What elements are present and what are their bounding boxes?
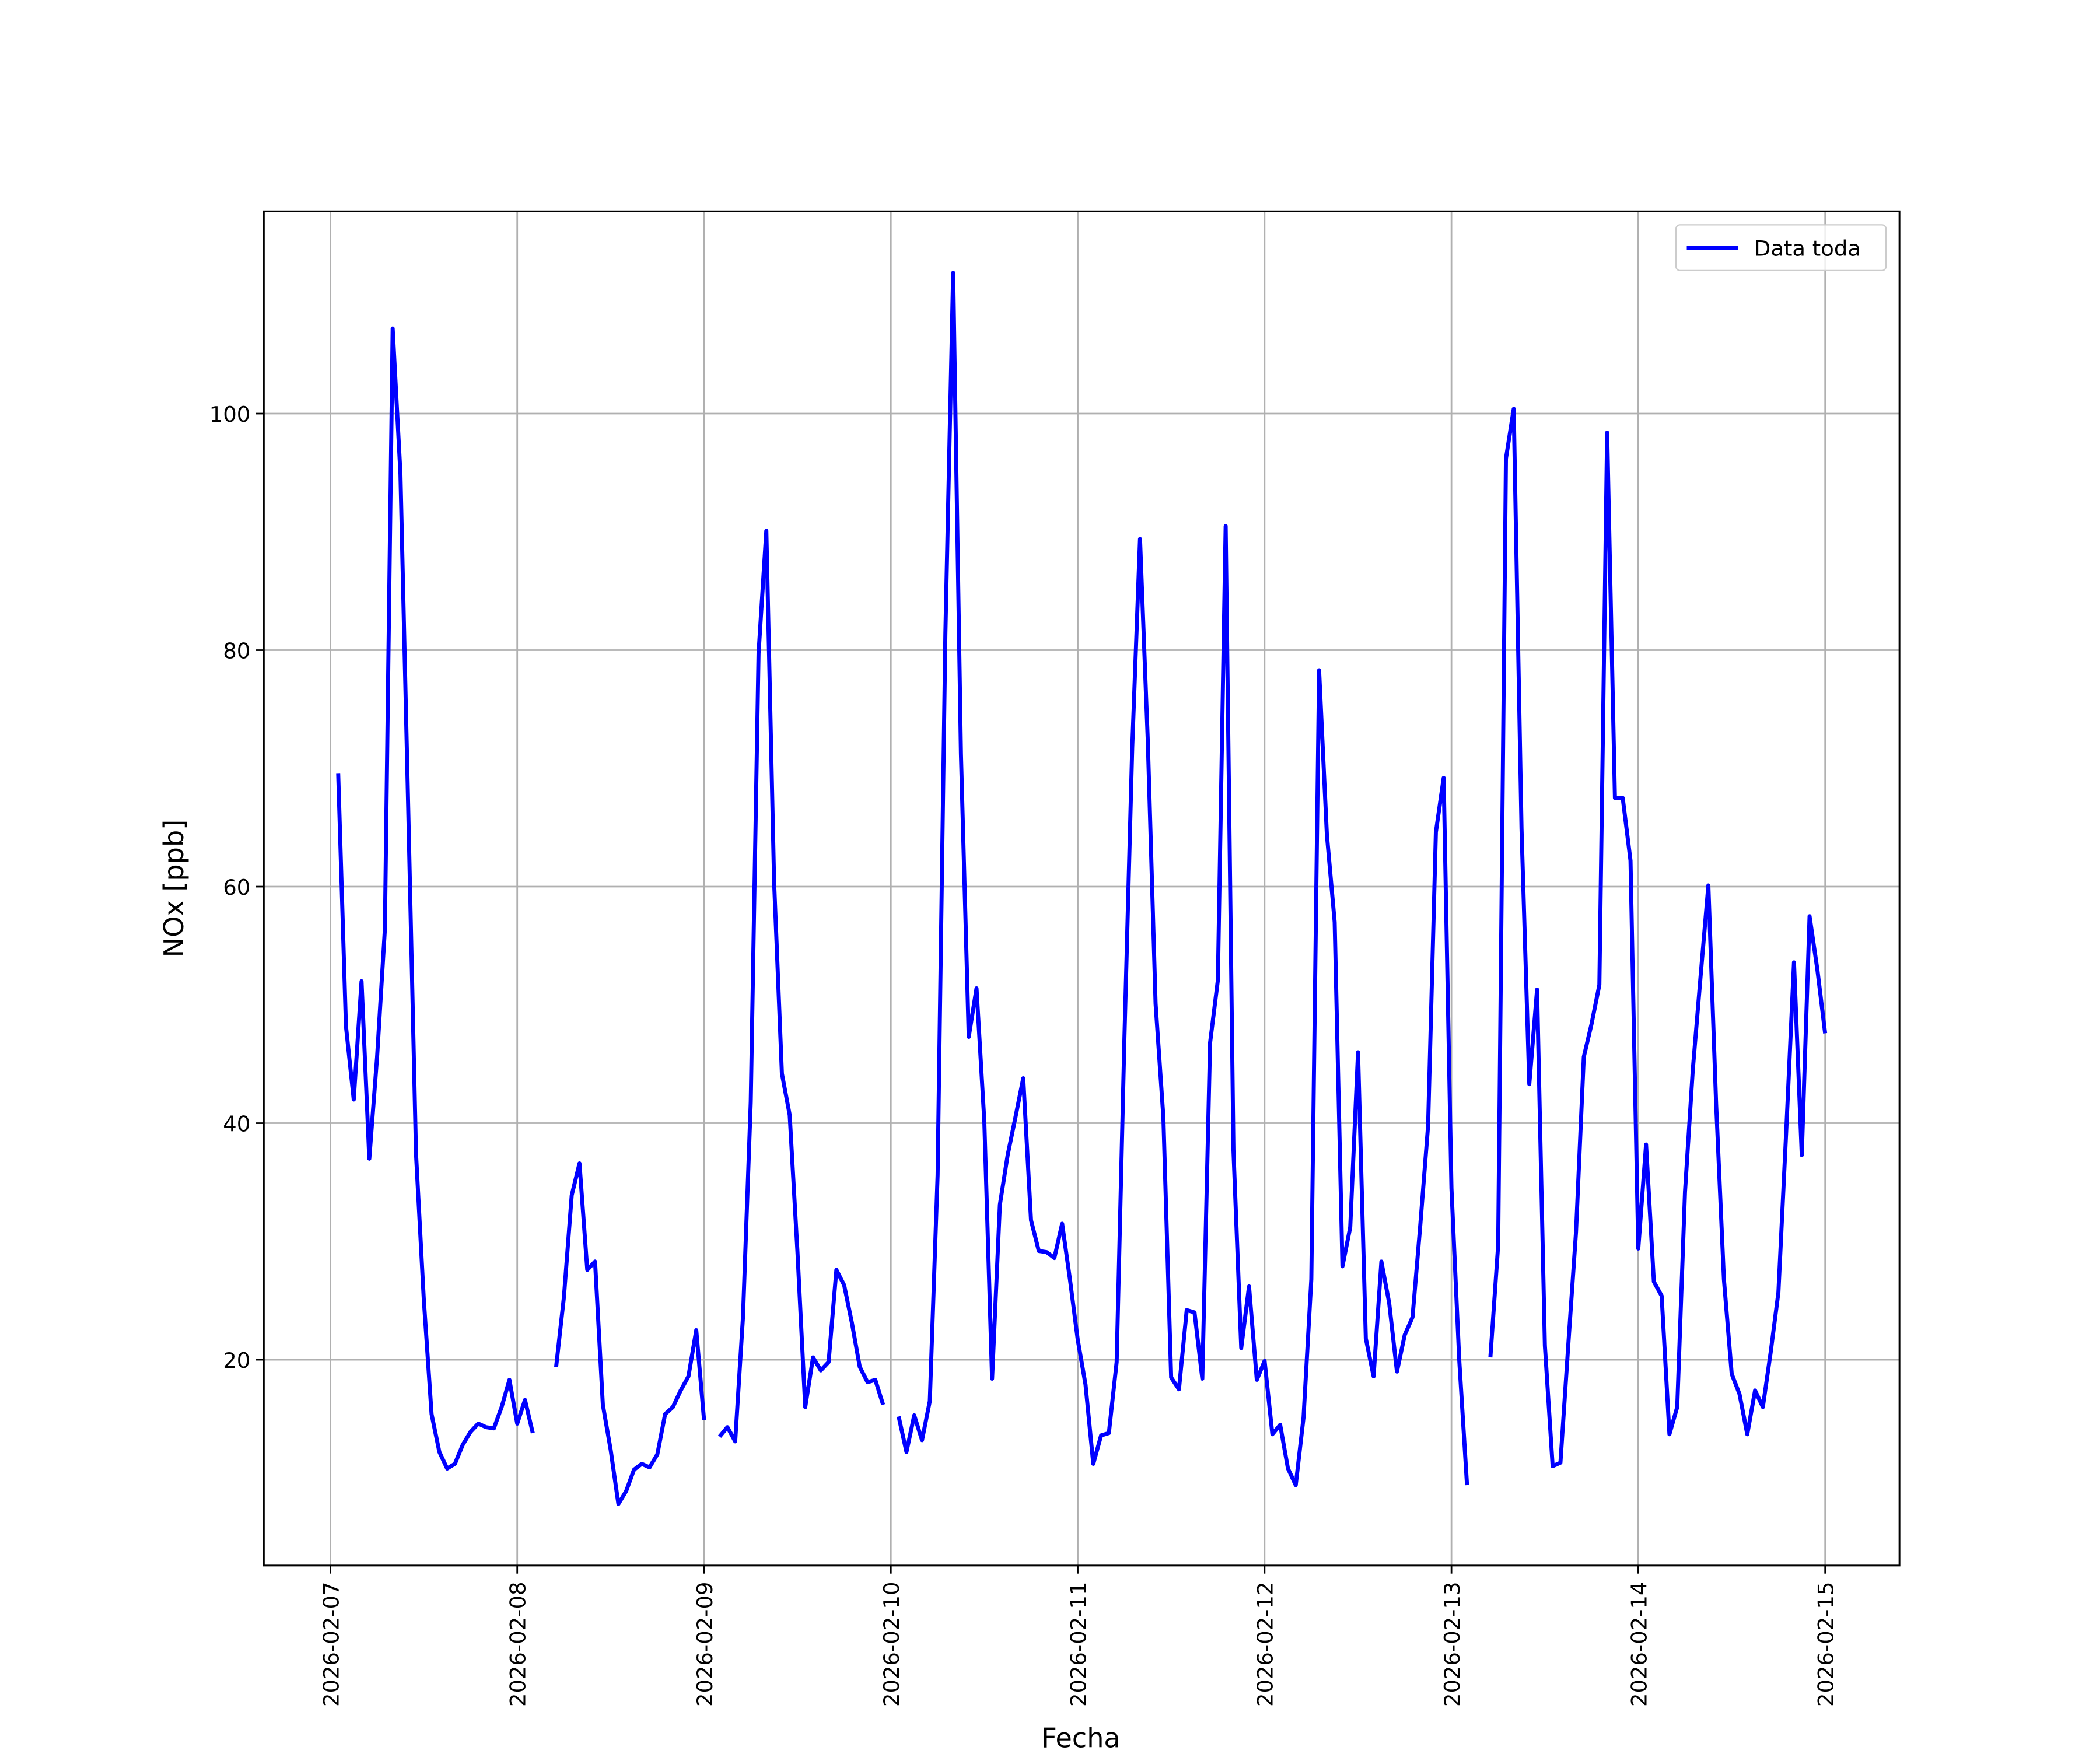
legend: Data toda (1675, 224, 1887, 271)
data-line (336, 271, 1828, 1506)
y-tick-label: 100 (209, 402, 250, 427)
x-tick-label: 2026-02-15 (1814, 1582, 1839, 1707)
y-tick-label: 60 (223, 875, 250, 900)
x-tick-label: 2026-02-07 (318, 1582, 344, 1707)
x-tick-label: 2026-02-14 (1626, 1582, 1651, 1707)
y-tick-label: 40 (223, 1111, 250, 1136)
x-tick-label: 2026-02-09 (692, 1582, 718, 1707)
x-axis-label: Fecha (1041, 1722, 1120, 1750)
x-tick-label: 2026-02-11 (1066, 1582, 1091, 1707)
plot-frame (262, 210, 1901, 1567)
legend-label: Data toda (1754, 236, 1861, 261)
y-axis-label: NOx [ppb] (158, 820, 190, 958)
x-tick-label: 2026-02-13 (1440, 1582, 1465, 1707)
x-tick-label: 2026-02-10 (879, 1582, 904, 1707)
x-tick-label: 2026-02-08 (506, 1582, 531, 1707)
x-tick-label: 2026-02-12 (1253, 1582, 1278, 1707)
y-tick-label: 20 (223, 1348, 250, 1373)
legend-box (1675, 224, 1887, 271)
y-tick-label: 80 (223, 638, 250, 663)
